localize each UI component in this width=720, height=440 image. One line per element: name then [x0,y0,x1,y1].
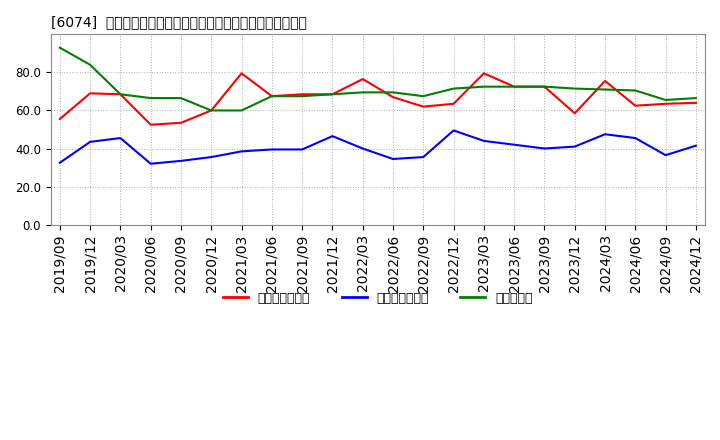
Text: [6074]  売上債権回転率、買入債務回転率、在庫回転率の推移: [6074] 売上債権回転率、買入債務回転率、在庫回転率の推移 [50,15,307,29]
Legend: 売上債権回転率, 買入債務回転率, 在庫回転率: 売上債権回転率, 買入債務回転率, 在庫回転率 [218,287,538,310]
